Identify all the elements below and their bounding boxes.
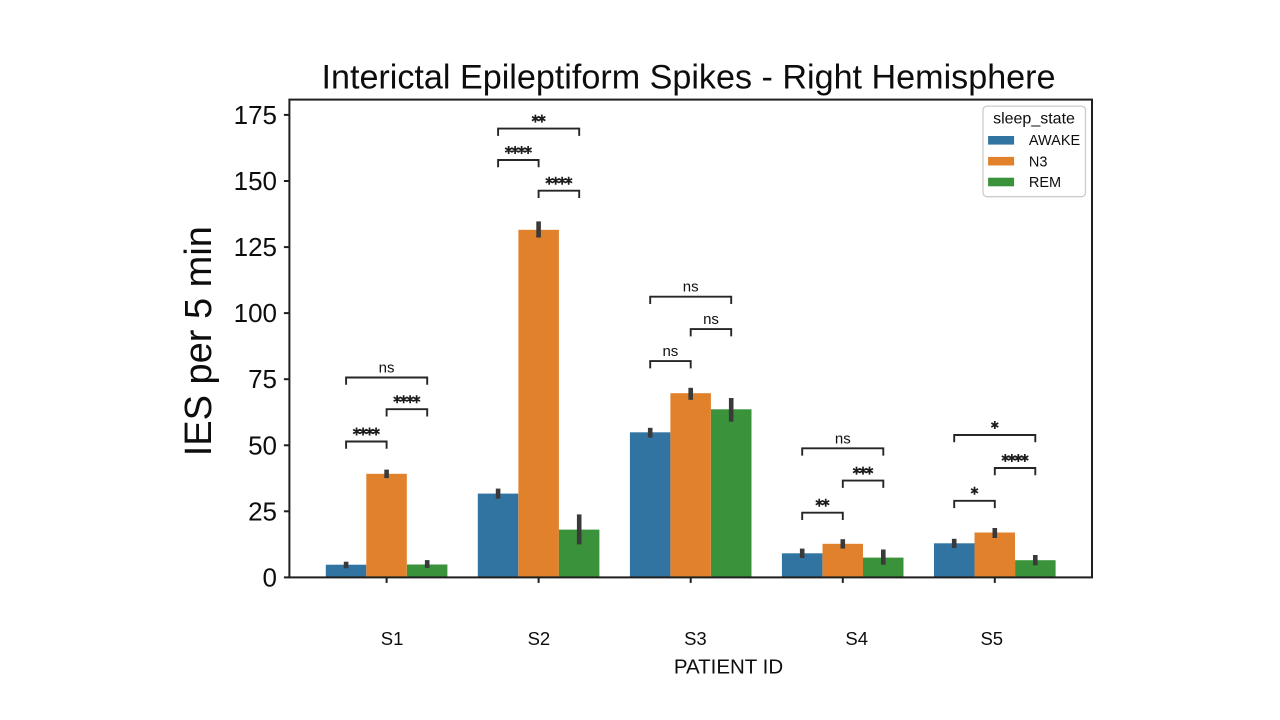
svg-text:ns: ns xyxy=(662,343,678,360)
svg-text:75: 75 xyxy=(248,364,277,394)
svg-text:175: 175 xyxy=(234,100,277,130)
svg-text:AWAKE: AWAKE xyxy=(1029,133,1081,149)
svg-text:N3: N3 xyxy=(1029,154,1048,170)
svg-text:Interictal Epileptiform Spikes: Interictal Epileptiform Spikes - Right H… xyxy=(322,59,1056,97)
svg-text:150: 150 xyxy=(234,166,277,196)
svg-text:ns: ns xyxy=(379,360,395,377)
svg-text:125: 125 xyxy=(234,232,277,262)
svg-text:S5: S5 xyxy=(980,628,1003,649)
svg-text:100: 100 xyxy=(234,298,277,328)
svg-text:S1: S1 xyxy=(381,628,404,649)
svg-text:0: 0 xyxy=(263,562,277,592)
svg-text:S3: S3 xyxy=(684,628,707,649)
svg-text:PATIENT ID: PATIENT ID xyxy=(674,655,783,678)
svg-text:S2: S2 xyxy=(528,628,551,649)
svg-text:25: 25 xyxy=(248,496,277,526)
svg-text:ns: ns xyxy=(703,311,719,328)
svg-text:IES per 5 min: IES per 5 min xyxy=(178,226,220,456)
svg-text:sleep_state: sleep_state xyxy=(993,110,1075,127)
svg-text:S4: S4 xyxy=(845,628,868,649)
svg-text:REM: REM xyxy=(1029,175,1061,191)
svg-text:ns: ns xyxy=(683,279,699,296)
svg-text:50: 50 xyxy=(248,430,277,460)
svg-text:ns: ns xyxy=(835,430,851,447)
